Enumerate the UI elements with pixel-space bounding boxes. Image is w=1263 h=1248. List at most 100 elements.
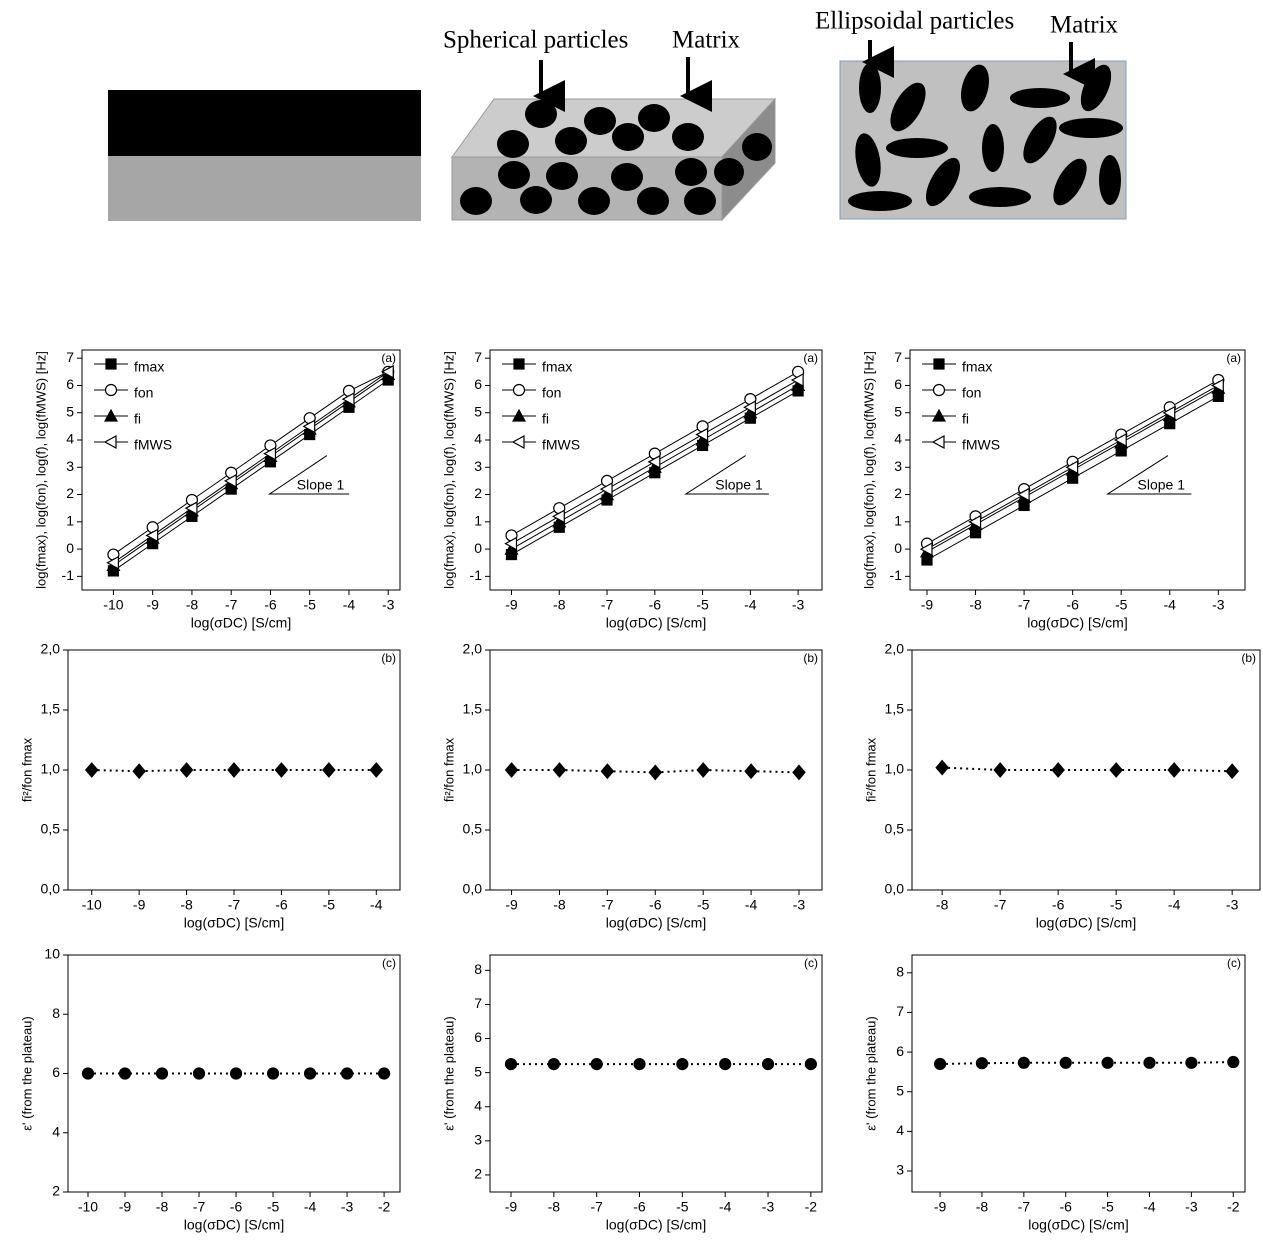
y-axis-label: ε' (from the plateau) — [863, 1016, 878, 1131]
marker — [552, 762, 567, 778]
legend-label: fMWS — [542, 437, 580, 453]
y-tick-label: 6 — [896, 1043, 904, 1059]
x-tick-label: -3 — [382, 597, 395, 613]
spherical-schematic: Spherical particles Matrix — [443, 27, 777, 222]
x-tick-label: -3 — [1212, 597, 1225, 613]
y-tick-label: 7 — [474, 349, 482, 365]
x-axis-label: log(σDC) [S/cm] — [606, 1217, 706, 1233]
marker — [933, 1057, 947, 1071]
y-tick-label: 1,5 — [463, 701, 483, 717]
x-tick-label: -6 — [633, 1199, 646, 1215]
ellipsoidal-schematic: Ellipsoidal particles Matrix — [815, 8, 1127, 220]
y-tick-label: 7 — [896, 1003, 904, 1019]
x-tick-label: -9 — [146, 597, 159, 613]
y-tick-label: 8 — [896, 964, 904, 980]
marker — [229, 1067, 243, 1080]
x-tick-label: -2 — [805, 1199, 818, 1215]
marker — [676, 1058, 689, 1071]
y-tick-label: 8 — [474, 961, 482, 977]
marker — [369, 762, 384, 778]
marker — [1059, 1056, 1072, 1069]
y-tick-label: 8 — [52, 1005, 60, 1021]
x-tick-label: -10 — [103, 597, 123, 613]
x-tick-label: -4 — [370, 897, 383, 913]
schematic-label: Ellipsoidal particles — [815, 8, 1014, 35]
marker — [223, 473, 237, 488]
x-axis-label: log(σDC) [S/cm] — [184, 1217, 284, 1233]
y-tick-label: 7 — [894, 349, 902, 365]
schematic-label: Spherical particles — [443, 27, 628, 54]
marker — [377, 1067, 391, 1080]
x-tick-label: -7 — [601, 597, 614, 613]
slope-triangle — [267, 455, 350, 495]
marker — [266, 1067, 280, 1080]
marker — [263, 446, 277, 461]
x-tick-label: -4 — [1168, 897, 1181, 913]
y-tick-label: 0 — [474, 540, 482, 556]
marker — [968, 514, 982, 529]
marker — [340, 1067, 354, 1080]
series-line — [113, 371, 389, 555]
layer-schematic — [108, 90, 421, 221]
x-tick-label: -4 — [719, 1199, 732, 1215]
legend-marker — [513, 358, 525, 370]
y-tick-label: 0 — [894, 540, 902, 556]
x-tick-label: -5 — [696, 597, 709, 613]
marker — [106, 555, 120, 570]
x-tick-label: -5 — [1115, 597, 1128, 613]
legend-label: fMWS — [134, 437, 172, 453]
marker — [919, 542, 933, 557]
y-tick-label: 2,0 — [463, 641, 483, 657]
x-tick-label: -2 — [1227, 1199, 1240, 1215]
y-axis-label: log(fmax), log(fon), log(f), log(fMWS) [… — [861, 351, 876, 589]
legend-marker — [511, 408, 527, 422]
marker — [1016, 487, 1030, 502]
x-tick-label: -3 — [341, 1199, 354, 1215]
legend-marker — [105, 358, 117, 370]
legend-marker — [932, 383, 946, 397]
marker — [1211, 378, 1224, 393]
y-axis-label: fi²/fon fmax — [863, 737, 878, 802]
legend-label: fi — [962, 411, 969, 427]
y-tick-label: 4 — [896, 1122, 904, 1138]
x-tick-label: -8 — [969, 597, 982, 613]
y-tick-label: 0,0 — [463, 881, 483, 897]
panel-label: (a) — [381, 351, 396, 365]
x-tick-label: -4 — [343, 597, 356, 613]
y-tick-label: 4 — [474, 431, 482, 447]
panel-label: (b) — [1241, 651, 1256, 665]
marker — [1225, 763, 1239, 780]
x-tick-label: -9 — [119, 1199, 132, 1215]
y-tick-label: 1,0 — [41, 761, 61, 777]
plot-frame — [909, 349, 1246, 591]
x-tick-label: -5 — [303, 597, 316, 613]
plot-frame — [489, 954, 823, 1193]
y-tick-label: -1 — [62, 567, 75, 583]
x-tick-label: -3 — [762, 1199, 775, 1215]
x-tick-label: -3 — [1226, 897, 1239, 913]
x-tick-label: -8 — [976, 1199, 989, 1215]
marker — [719, 1058, 732, 1071]
y-tick-label: 0,5 — [463, 821, 483, 837]
marker — [303, 1067, 317, 1080]
x-axis-label: log(σDC) [S/cm] — [1027, 615, 1127, 631]
x-tick-label: -4 — [1143, 1199, 1156, 1215]
x-tick-label: -8 — [156, 1199, 169, 1215]
x-tick-label: -3 — [1185, 1199, 1198, 1215]
marker — [341, 392, 355, 407]
x-axis-label: log(σDC) [S/cm] — [606, 915, 706, 931]
y-tick-label: 2 — [66, 485, 74, 501]
legend-marker — [103, 408, 119, 422]
marker — [792, 764, 806, 781]
panel-label: (b) — [803, 651, 818, 665]
panel-label: (a) — [1226, 351, 1241, 365]
y-tick-label: 6 — [66, 376, 74, 392]
marker — [81, 1067, 95, 1080]
marker — [504, 1058, 518, 1071]
panel-label: (c) — [1227, 956, 1241, 970]
marker — [227, 762, 241, 778]
legend-marker — [931, 434, 945, 450]
marker — [1185, 1056, 1198, 1069]
marker — [935, 759, 949, 776]
x-tick-label: -6 — [649, 597, 662, 613]
